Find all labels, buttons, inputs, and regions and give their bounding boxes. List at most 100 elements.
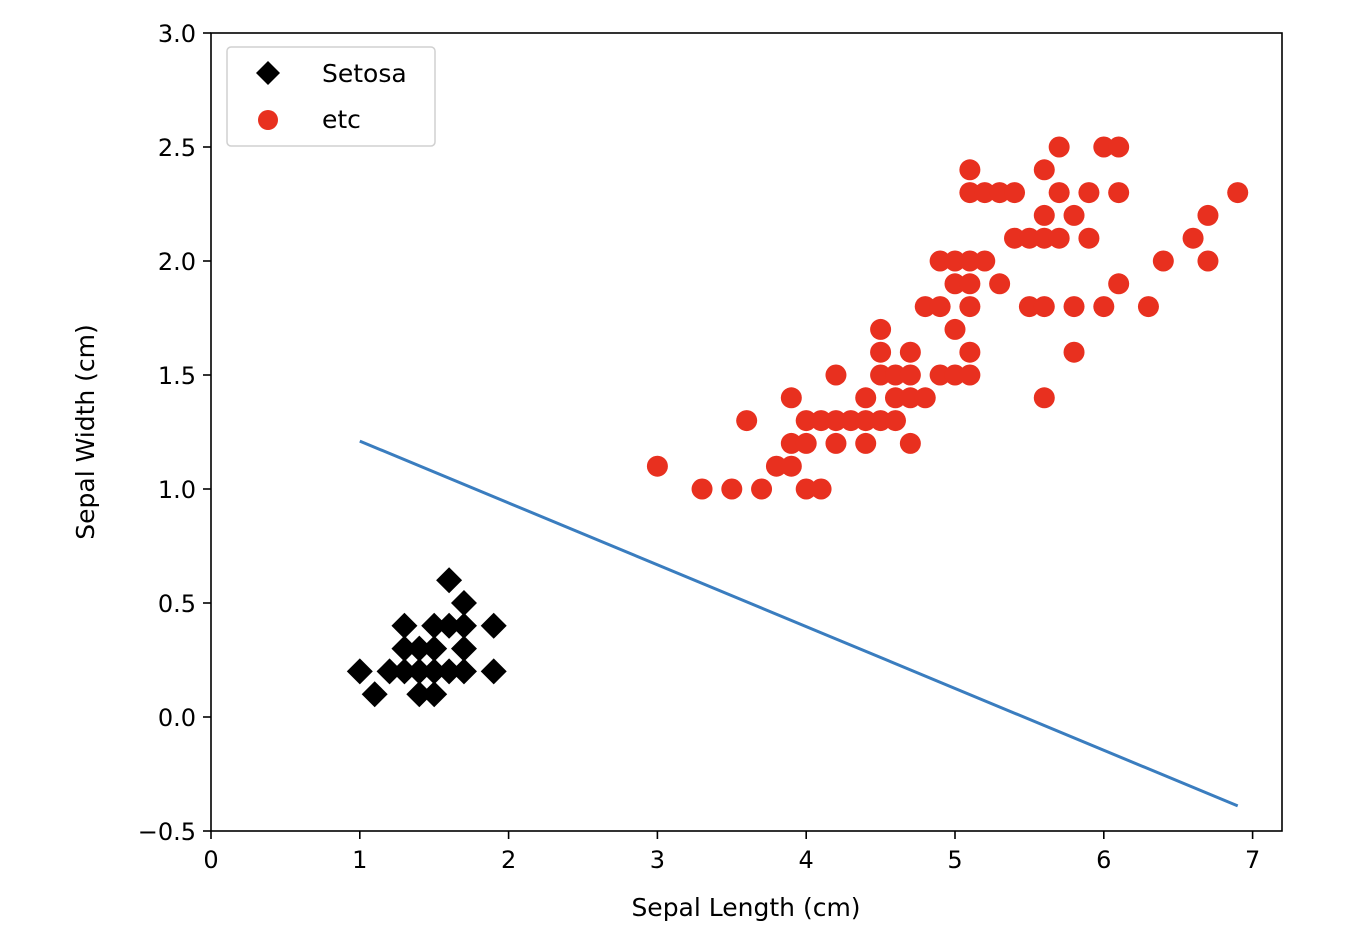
x-axis-label: Sepal Length (cm) bbox=[631, 893, 860, 922]
data-point-etc bbox=[1108, 182, 1130, 204]
data-point-etc bbox=[959, 296, 981, 318]
y-tick-label: 0.5 bbox=[158, 590, 196, 618]
data-point-setosa bbox=[391, 658, 418, 685]
data-point-setosa bbox=[406, 681, 433, 708]
data-point-etc bbox=[810, 478, 832, 500]
data-point-etc bbox=[795, 432, 817, 454]
data-point-etc bbox=[929, 364, 951, 386]
plot-area bbox=[211, 33, 1282, 831]
data-point-setosa bbox=[436, 612, 463, 639]
data-point-etc bbox=[1078, 227, 1100, 249]
y-tick-label: 3.0 bbox=[158, 20, 196, 48]
data-point-etc bbox=[1033, 387, 1055, 409]
y-tick-label: 0.0 bbox=[158, 704, 196, 732]
legend-label-etc: etc bbox=[322, 105, 361, 134]
data-point-setosa bbox=[391, 635, 418, 662]
data-point-etc bbox=[721, 478, 743, 500]
data-point-etc bbox=[959, 182, 981, 204]
x-tick-label: 3 bbox=[650, 846, 665, 874]
data-point-etc bbox=[959, 364, 981, 386]
x-tick-label: 4 bbox=[799, 846, 814, 874]
data-point-etc bbox=[855, 432, 877, 454]
data-point-etc bbox=[989, 182, 1011, 204]
x-tick-label: 6 bbox=[1096, 846, 1111, 874]
data-point-etc bbox=[751, 478, 773, 500]
points-layer bbox=[346, 136, 1249, 708]
data-point-etc bbox=[691, 478, 713, 500]
data-point-etc bbox=[1033, 227, 1055, 249]
data-point-etc bbox=[959, 273, 981, 295]
data-point-etc bbox=[870, 364, 892, 386]
data-point-etc bbox=[974, 182, 996, 204]
data-point-etc bbox=[855, 410, 877, 432]
data-point-etc bbox=[1018, 227, 1040, 249]
data-point-etc bbox=[884, 387, 906, 409]
data-point-setosa bbox=[406, 658, 433, 685]
data-point-setosa bbox=[421, 635, 448, 662]
data-point-setosa bbox=[421, 658, 448, 685]
data-point-etc bbox=[914, 387, 936, 409]
data-point-setosa bbox=[450, 590, 477, 616]
data-point-etc bbox=[795, 478, 817, 500]
legend-marker-setosa bbox=[256, 61, 280, 85]
data-point-etc bbox=[959, 250, 981, 272]
plot-frame bbox=[210, 32, 1283, 832]
data-point-etc bbox=[736, 410, 758, 432]
data-point-etc bbox=[780, 387, 802, 409]
data-point-etc bbox=[1108, 273, 1130, 295]
data-point-etc bbox=[944, 318, 966, 340]
data-point-etc bbox=[1018, 296, 1040, 318]
data-point-etc bbox=[989, 273, 1011, 295]
data-point-setosa bbox=[346, 658, 373, 685]
data-point-etc bbox=[899, 432, 921, 454]
data-point-etc bbox=[1033, 159, 1055, 181]
data-point-setosa bbox=[450, 658, 477, 685]
data-point-etc bbox=[870, 341, 892, 363]
data-point-setosa bbox=[450, 612, 477, 639]
data-point-etc bbox=[825, 432, 847, 454]
data-point-etc bbox=[1063, 341, 1085, 363]
data-point-etc bbox=[810, 410, 832, 432]
y-axis-ticks: −0.5 0.0 0.5 1.0 1.5 2.0 2.5 3.0 bbox=[138, 20, 211, 846]
data-point-etc bbox=[870, 410, 892, 432]
data-point-etc bbox=[1182, 227, 1204, 249]
data-point-etc bbox=[1197, 204, 1219, 226]
data-point-etc bbox=[780, 455, 802, 477]
x-axis-ticks: 0 1 2 3 4 5 6 7 bbox=[203, 831, 1260, 874]
data-point-etc bbox=[825, 364, 847, 386]
y-tick-label: −0.5 bbox=[138, 818, 196, 846]
data-point-etc bbox=[855, 387, 877, 409]
decision-boundary-line bbox=[359, 439, 1239, 808]
data-point-etc bbox=[780, 432, 802, 454]
data-point-etc bbox=[1048, 182, 1070, 204]
data-point-etc bbox=[1033, 204, 1055, 226]
y-tick-label: 2.5 bbox=[158, 134, 196, 162]
data-point-etc bbox=[1048, 227, 1070, 249]
data-point-etc bbox=[944, 273, 966, 295]
x-tick-label: 1 bbox=[352, 846, 367, 874]
y-tick-label: 2.0 bbox=[158, 248, 196, 276]
data-point-etc bbox=[1033, 296, 1055, 318]
data-point-etc bbox=[1004, 182, 1026, 204]
data-point-etc bbox=[914, 296, 936, 318]
data-point-setosa bbox=[480, 658, 507, 685]
data-point-etc bbox=[1227, 182, 1249, 204]
data-point-setosa bbox=[361, 681, 388, 708]
data-point-etc bbox=[1048, 136, 1070, 158]
y-tick-label: 1.5 bbox=[158, 362, 196, 390]
data-point-etc bbox=[884, 410, 906, 432]
data-point-setosa bbox=[436, 658, 463, 685]
data-point-etc bbox=[929, 296, 951, 318]
data-point-setosa bbox=[436, 567, 463, 594]
y-tick-label: 1.0 bbox=[158, 476, 196, 504]
data-point-etc bbox=[1108, 136, 1130, 158]
legend: Setosa etc bbox=[226, 46, 436, 147]
data-point-etc bbox=[959, 159, 981, 181]
data-point-etc bbox=[1004, 227, 1026, 249]
data-point-setosa bbox=[421, 612, 448, 639]
data-point-etc bbox=[959, 341, 981, 363]
data-point-etc bbox=[870, 318, 892, 340]
legend-marker-etc bbox=[258, 110, 278, 130]
data-point-etc bbox=[1152, 250, 1174, 272]
